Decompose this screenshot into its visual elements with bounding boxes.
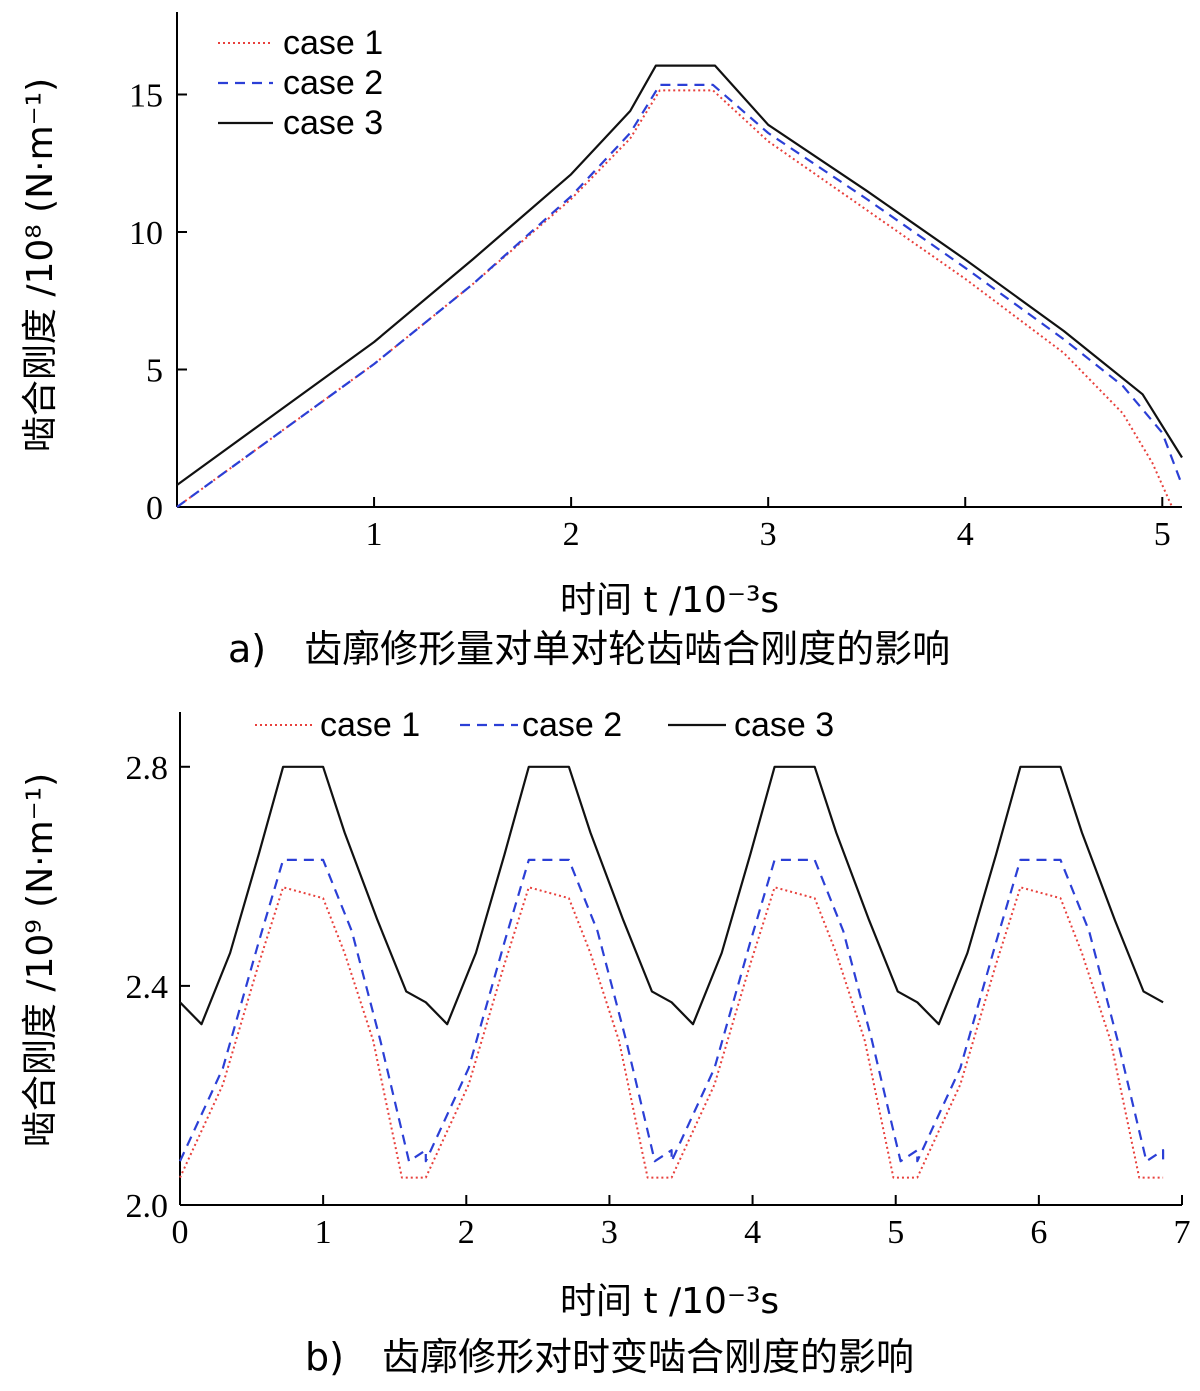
x-tick-label: 7 [1174,1214,1191,1251]
y-tick-label: 10 [129,215,163,252]
y-tick-label: 5 [146,353,163,390]
series-line-1 [179,886,1164,1179]
legend-label: case 2 [522,706,622,744]
x-tick-label: 0 [172,1214,189,1251]
series-line-2 [179,858,1165,1163]
x-tick-label: 4 [957,516,974,553]
legend-label: case 1 [283,24,383,62]
x-tick-label: 2 [563,516,580,553]
y-tick-label: 0 [146,490,163,527]
y-tick-label: 15 [129,78,163,115]
chart-panel-b: 0 1 2 3 4 5 6 7 2.0 2.4 2.8 case 1 case 2 case 3 时间 t … [20,706,1191,1379]
x-tick-label: 5 [887,1214,904,1251]
x-axis-title: 时间 t /10⁻³s [560,1281,779,1322]
legend-label: case 3 [734,706,834,744]
y-tick-label: 2.4 [126,969,169,1006]
series-line-1 [176,89,1174,508]
series-line-2 [176,83,1184,508]
x-tick-label: 1 [315,1214,332,1251]
y-axis-title: 啮合刚度 /10⁸ (N·m⁻¹) [20,78,61,452]
x-tick-label: 4 [744,1214,761,1251]
series-line-3 [179,765,1164,1026]
legend-label: case 2 [283,64,383,102]
legend-label: case 1 [320,706,420,744]
legend-label: case 3 [283,104,383,142]
y-tick-label: 2.0 [126,1188,169,1225]
x-tick-label: 1 [366,516,383,553]
x-tick-label: 6 [1030,1214,1047,1251]
x-tick-label: 3 [760,516,777,553]
x-tick-label: 3 [601,1214,618,1251]
x-tick-label: 5 [1154,516,1171,553]
x-axis-title: 时间 t /10⁻³s [560,580,779,621]
y-axis-title: 啮合刚度 /10⁹ (N·m⁻¹) [20,773,61,1147]
legend: case 1 case 2 case 3 [255,706,834,744]
series-line-3 [176,64,1183,486]
panel-caption: a) 齿廓修形量对单对轮齿啮合刚度的影响 [228,627,950,671]
y-tick-label: 2.8 [126,750,169,787]
panel-caption: b) 齿廓修形对时变啮合刚度的影响 [305,1335,914,1379]
x-tick-label: 2 [458,1214,475,1251]
